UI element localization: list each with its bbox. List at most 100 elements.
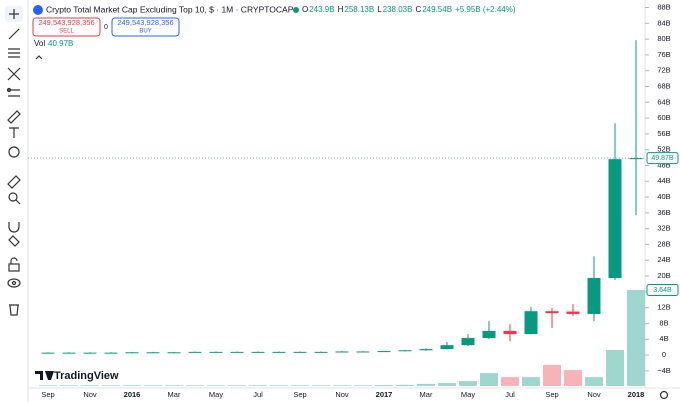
collapse-legend[interactable] xyxy=(35,55,43,60)
volume-bar xyxy=(144,385,162,386)
y-tick-label: 52B xyxy=(657,145,670,154)
x-tick-label: Mar xyxy=(420,390,433,399)
volume-bar xyxy=(186,385,204,386)
y-tick-label: 72B xyxy=(657,66,670,75)
x-tick-label: Sep xyxy=(41,390,54,399)
ohlc-value: 258.13B xyxy=(344,5,374,14)
volume-bar xyxy=(564,370,582,386)
candle-body xyxy=(566,311,580,314)
y-tick-label: 20B xyxy=(657,271,670,280)
volume-legend-value: 40.97B xyxy=(48,39,73,48)
x-tick-label: Jul xyxy=(253,390,263,399)
zoom-tool[interactable] xyxy=(8,192,21,205)
x-tick-label: Nov xyxy=(587,390,601,399)
volume-bar xyxy=(354,385,372,386)
candle-body xyxy=(335,351,349,353)
forecast-tool[interactable] xyxy=(6,87,21,97)
y-tick-label: 24B xyxy=(657,255,670,264)
ohlc-value: 249.54B xyxy=(422,5,452,14)
candle-body xyxy=(398,350,412,352)
ohlc-change: +5.95B (+2.44%) xyxy=(455,5,516,14)
candle-body xyxy=(251,351,265,353)
volume-bar xyxy=(585,377,603,386)
last-price-label: 49.87B xyxy=(651,155,674,162)
ohlc-key: L xyxy=(377,5,382,14)
volume-bar xyxy=(291,385,309,386)
x-tick-label: Sep xyxy=(293,390,306,399)
volume-bar xyxy=(522,377,540,386)
candle-body xyxy=(545,311,559,314)
volume-bar xyxy=(312,385,330,386)
candle-body xyxy=(272,351,286,353)
y-tick-label: 88B xyxy=(657,2,670,11)
candle-body xyxy=(41,352,55,354)
lock-tool[interactable] xyxy=(8,257,20,272)
fib-tool[interactable] xyxy=(8,48,20,58)
logo-text: TradingView xyxy=(54,370,119,382)
volume-bar xyxy=(501,377,519,386)
sell-label: SELL xyxy=(59,29,74,35)
ohlc-key: H xyxy=(338,5,344,14)
volume-bar xyxy=(375,385,393,386)
y-tick-label: 56B xyxy=(657,129,670,138)
candle-body xyxy=(167,352,181,354)
visibility-tool[interactable] xyxy=(7,278,21,288)
x-tick-label: May xyxy=(209,390,223,399)
x-tick-label: 2017 xyxy=(376,390,393,399)
candle-body xyxy=(209,351,223,353)
volume-bar xyxy=(606,349,624,386)
x-tick-label: May xyxy=(461,390,475,399)
magnet-tool[interactable] xyxy=(8,222,20,233)
volume-bar xyxy=(249,385,267,386)
ohlc-key: O xyxy=(302,5,308,14)
volume-bar xyxy=(333,385,351,386)
volume-bar xyxy=(102,385,120,386)
volume-bar xyxy=(270,385,288,386)
ohlc-legend: O 243.9B H 258.13B L 238.03B C 249.54B +5.95B (+… xyxy=(302,5,516,14)
candle-body xyxy=(293,351,307,353)
volume-bar xyxy=(396,384,414,386)
last-price-tag xyxy=(646,152,679,165)
buy-price: 249,543,928,356 xyxy=(117,18,173,27)
volume-bar xyxy=(81,385,99,386)
candle-body xyxy=(629,158,643,160)
candle-body xyxy=(146,352,160,354)
sell-button[interactable]: 249,543,928,356 SELL xyxy=(32,17,101,37)
volume-bar xyxy=(417,383,435,386)
y-tick-label: 68B xyxy=(657,81,670,90)
emoji-tool[interactable] xyxy=(8,146,20,158)
candle-body xyxy=(608,159,622,279)
brush-tool[interactable] xyxy=(7,110,21,124)
pattern-tool[interactable] xyxy=(7,67,21,81)
settings-button[interactable] xyxy=(659,390,669,400)
candle-body xyxy=(587,278,601,314)
volume-bar xyxy=(438,382,456,386)
last-volume-label: 3.64B xyxy=(653,287,672,294)
sell-price: 249,543,928,356 xyxy=(38,18,94,27)
volume-bar xyxy=(543,364,561,386)
candle-body xyxy=(377,351,391,353)
crosshair-tool[interactable] xyxy=(5,6,23,22)
y-tick-label: 8B xyxy=(659,318,668,327)
trend-line-tool[interactable] xyxy=(8,28,20,40)
candle-body xyxy=(62,352,76,354)
y-tick-label: 0 xyxy=(662,350,666,359)
volume-bar xyxy=(60,385,78,386)
x-tick-label: 2016 xyxy=(124,390,141,399)
y-tick-label: 84B xyxy=(657,18,670,27)
candle-body xyxy=(524,311,538,335)
lock-drawing-tool[interactable] xyxy=(8,235,20,247)
measure-tool[interactable] xyxy=(7,175,21,189)
text-tool[interactable] xyxy=(9,127,19,138)
x-tick-label: Nov xyxy=(335,390,349,399)
y-tick-label: 80B xyxy=(657,34,670,43)
y-tick-label: 76B xyxy=(657,50,670,59)
volume-bar xyxy=(459,381,477,386)
ohlc-value: 238.03B xyxy=(383,5,413,14)
symbol-title: Crypto Total Market Cap Excluding Top 10… xyxy=(46,4,294,14)
candle-body xyxy=(83,352,97,354)
x-tick-label: Sep xyxy=(545,390,558,399)
y-tick-label: 36B xyxy=(657,208,670,217)
buy-button[interactable]: 249,543,928,356 BUY xyxy=(111,17,180,37)
delete-tool[interactable] xyxy=(9,304,19,316)
